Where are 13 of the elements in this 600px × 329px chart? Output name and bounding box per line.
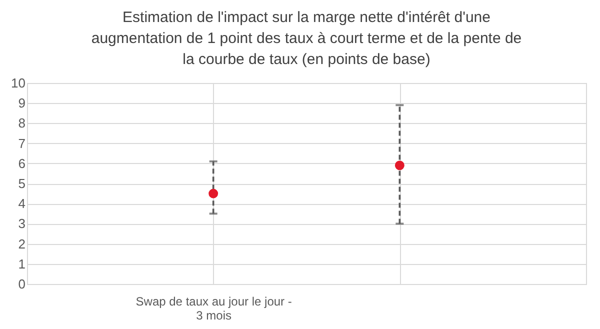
y-tick-label: 3 xyxy=(18,216,26,232)
y-tick-label: 0 xyxy=(18,276,26,292)
y-tick-label: 10 xyxy=(11,76,26,90)
y-tick-label: 9 xyxy=(18,96,26,111)
y-tick-label: 8 xyxy=(18,116,26,131)
x-tick-label: Swap de taux au jour le jour - 3 mois xyxy=(136,294,292,322)
y-tick-label: 2 xyxy=(18,236,26,252)
y-tick-label: 1 xyxy=(18,256,26,272)
y-tick-label: 5 xyxy=(18,176,26,191)
y-tick-label: 4 xyxy=(18,196,26,212)
y-tick-label: 6 xyxy=(18,156,26,171)
chart-title: Estimation de l'impact sur la marge nette d'intérêt d'une augmentation de 1 point des taux à court terme et de la pente de la courbe de taux (en points de base) xyxy=(91,9,522,68)
y-tick-label: 7 xyxy=(18,136,26,151)
